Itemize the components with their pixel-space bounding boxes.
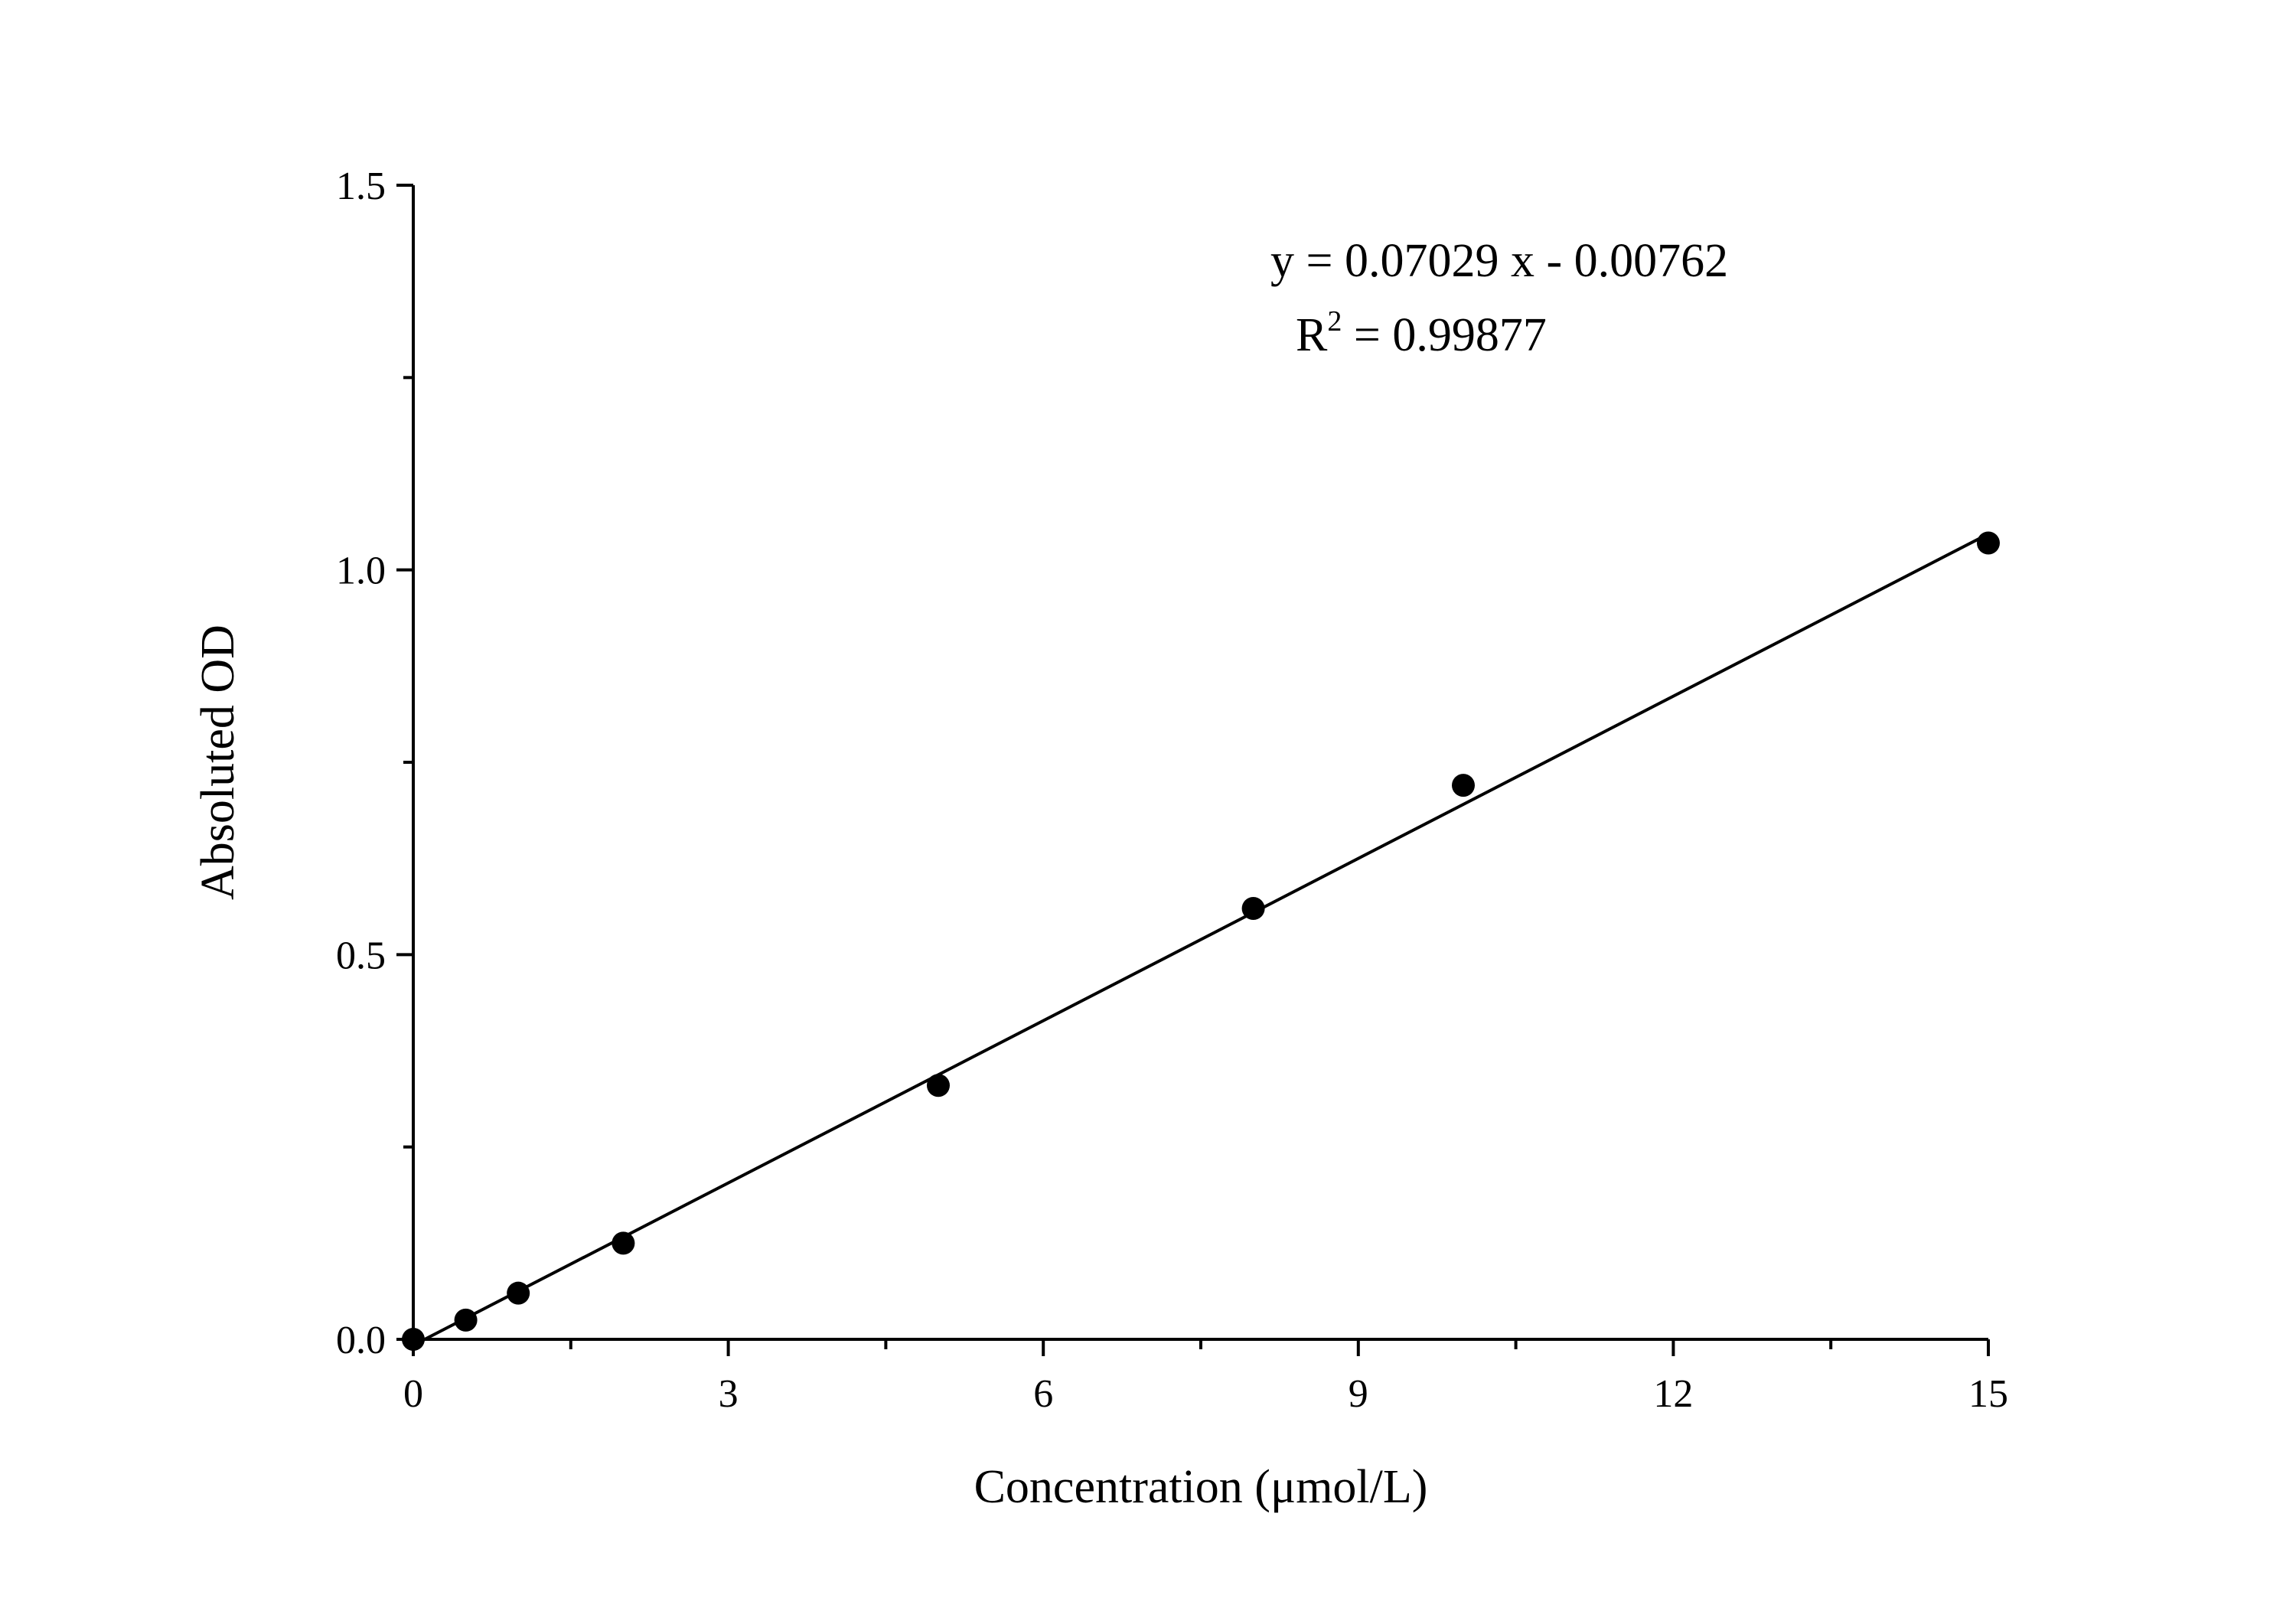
y-tick-label: 0.5 <box>336 934 386 977</box>
x-tick-label: 15 <box>1968 1372 2008 1416</box>
data-point <box>454 1308 478 1332</box>
data-point <box>927 1074 950 1097</box>
fit-line-group <box>422 532 1989 1342</box>
y-tick-label: 1.0 <box>336 550 386 593</box>
x-tick-label: 6 <box>1033 1372 1053 1416</box>
x-tick-label: 3 <box>719 1372 739 1416</box>
regression-equation: y = 0.07029 x - 0.00762 <box>1270 235 1728 287</box>
data-point <box>402 1328 425 1351</box>
x-tick-label: 12 <box>1653 1372 1693 1416</box>
y-ticks: 0.0 0.5 1.0 1.5 <box>336 165 413 1362</box>
r-squared-prefix: R <box>1296 309 1328 361</box>
y-tick-label: 0.0 <box>336 1319 386 1362</box>
data-point <box>1977 531 2000 555</box>
data-point <box>612 1231 635 1255</box>
data-point <box>1452 774 1475 797</box>
r-squared-annotation: R2 = 0.99877 <box>1296 305 1547 361</box>
axes <box>412 185 1988 1341</box>
r-squared-value: = 0.99877 <box>1342 309 1546 361</box>
y-axis-title: Absoluted OD <box>192 625 244 900</box>
x-axis-title: Concentration (μmol/L) <box>974 1461 1428 1513</box>
data-points <box>402 531 2000 1351</box>
y-tick-label: 1.5 <box>336 165 386 208</box>
x-ticks: 0 3 6 9 12 15 <box>403 1339 2008 1416</box>
r-squared-exponent: 2 <box>1327 305 1342 338</box>
data-point <box>507 1281 530 1305</box>
x-tick-label: 0 <box>403 1372 423 1416</box>
x-tick-label: 9 <box>1349 1372 1368 1416</box>
regression-line <box>422 532 1989 1342</box>
data-point <box>1241 897 1265 921</box>
